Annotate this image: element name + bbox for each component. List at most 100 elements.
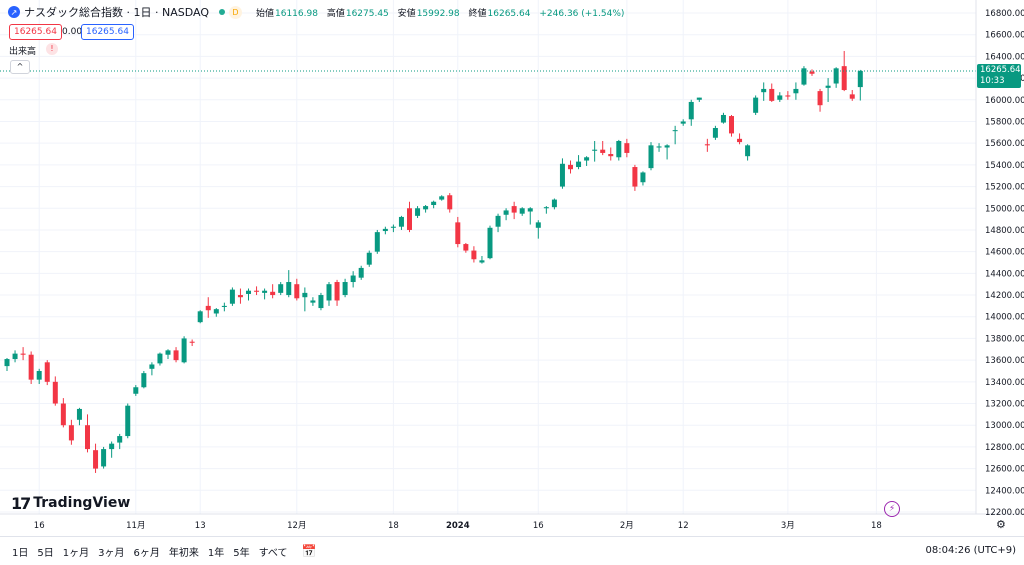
candle — [342, 278, 348, 298]
candle-body — [286, 282, 292, 296]
candle-body — [535, 222, 541, 228]
candle-body — [503, 210, 509, 215]
sell-price-button[interactable]: 16265.64 — [9, 24, 62, 40]
symbol-logo-icon[interactable]: ↗ — [8, 6, 20, 18]
tradingview-logo[interactable]: 17 TradingView — [11, 494, 130, 513]
candle — [20, 347, 26, 361]
x-tick-label: 16 — [34, 521, 45, 531]
price-chart[interactable]: 12200.00 12400.00 12600.00 12800.00 13000.00… — [0, 0, 1024, 536]
candle-body — [592, 149, 598, 151]
candle — [366, 250, 372, 267]
range-1m-button[interactable]: 1ヶ月 — [62, 547, 90, 559]
candle — [254, 286, 260, 296]
candle — [157, 352, 163, 366]
range-5y-button[interactable]: 5年 — [233, 547, 250, 559]
buy-price-button[interactable]: 16265.64 — [81, 24, 134, 40]
candle-body — [559, 163, 565, 187]
candle-body — [350, 275, 356, 283]
market-status[interactable]: D — [218, 5, 242, 19]
candle — [648, 142, 654, 171]
candle-body — [310, 300, 316, 303]
candle-body — [237, 295, 243, 298]
candle-body — [801, 68, 807, 85]
candle-body — [841, 66, 847, 91]
candle-body — [672, 130, 678, 132]
open-label: 始値 — [255, 8, 274, 19]
candle-body — [318, 295, 324, 309]
y-tick-label: 15800.00 — [985, 117, 1024, 127]
chart-header: ↗ ナスダック総合指数 · 1日 · NASDAQ D 始値16116.98 高… — [8, 4, 624, 20]
gear-icon[interactable]: ⚙ — [996, 518, 1006, 531]
clock-timezone[interactable]: 08:04:26 (UTC+9) — [925, 545, 1016, 556]
candle — [712, 125, 718, 140]
candle-body — [632, 167, 638, 187]
candle — [117, 433, 123, 450]
y-tick-label: 12600.00 — [985, 465, 1024, 475]
candle-body — [60, 403, 66, 426]
candle-body — [229, 289, 235, 304]
symbol-title[interactable]: ナスダック総合指数 · 1日 · NASDAQ — [24, 6, 209, 19]
x-tick-label: 2024 — [446, 521, 470, 531]
candle — [632, 164, 638, 191]
candle-body — [85, 425, 90, 450]
high-value: 16275.45 — [345, 8, 389, 19]
candle — [101, 446, 107, 469]
candle-body — [125, 405, 131, 437]
candle — [447, 193, 453, 213]
date-range-calendar-icon[interactable]: 📅 — [301, 544, 317, 558]
candle — [487, 225, 493, 260]
candle-body — [551, 199, 557, 208]
candle — [221, 302, 227, 312]
candle-body — [519, 208, 525, 214]
candle-body — [366, 252, 372, 265]
candle — [310, 297, 316, 306]
range-ytd-button[interactable]: 年初来 — [168, 547, 199, 559]
candle — [511, 201, 517, 220]
y-tick-label: 16000.00 — [985, 96, 1024, 106]
candle — [753, 95, 759, 115]
bottom-toolbar: 1日 5日 1ヶ月 3ヶ月 6ヶ月 年初来 1年 5年 すべて 📅 08:04:… — [0, 536, 1024, 565]
lightning-icon[interactable]: ⚡ — [884, 501, 900, 517]
y-tick-label: 15000.00 — [985, 204, 1024, 214]
candle-body — [745, 145, 751, 157]
candle — [600, 141, 606, 156]
y-tick-label: 14600.00 — [985, 248, 1024, 258]
candle — [793, 82, 799, 100]
candle-body — [720, 114, 726, 123]
candle-body — [527, 208, 533, 212]
candle-body — [809, 71, 815, 74]
collapse-legend-button[interactable]: ^ — [10, 60, 30, 74]
candle — [439, 195, 445, 201]
candle-body — [479, 260, 485, 263]
candle — [680, 119, 686, 126]
candle-body — [753, 97, 759, 113]
candle — [318, 292, 324, 311]
range-5d-button[interactable]: 5日 — [37, 547, 54, 559]
y-tick-label: 15400.00 — [985, 161, 1024, 171]
candle-body — [342, 282, 348, 296]
candle — [616, 139, 622, 161]
range-6m-button[interactable]: 6ヶ月 — [133, 547, 160, 559]
volume-warning-icon[interactable]: ! — [46, 43, 58, 55]
range-all-button[interactable]: すべて — [258, 547, 288, 559]
candle-body — [326, 284, 332, 301]
candle-body — [302, 292, 308, 298]
candle-body — [785, 95, 791, 97]
candle-body — [439, 196, 445, 200]
candle — [398, 215, 404, 230]
candle — [479, 255, 485, 264]
candle-body — [254, 290, 260, 292]
range-1d-button[interactable]: 1日 — [12, 547, 29, 559]
ohlc-values: 始値16116.98 高値16275.45 安値15992.98 終値16265… — [256, 6, 624, 19]
candle-body — [4, 359, 10, 367]
range-3m-button[interactable]: 3ヶ月 — [98, 547, 125, 559]
range-1y-button[interactable]: 1年 — [207, 547, 225, 559]
candle — [696, 97, 702, 102]
candle-body — [374, 232, 380, 252]
candle — [785, 91, 791, 100]
delay-badge[interactable]: D — [228, 5, 242, 19]
candle-body — [68, 425, 74, 441]
candle — [68, 419, 74, 445]
volume-label[interactable]: 出来高 — [9, 47, 37, 57]
